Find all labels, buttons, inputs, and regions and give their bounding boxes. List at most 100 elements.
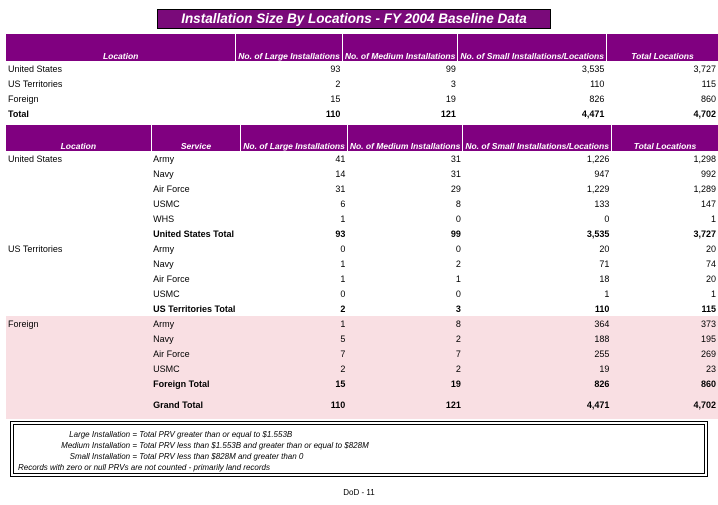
total-row: Total 110 121 4,471 4,702 — [6, 106, 718, 121]
medium-cell: 2 — [455, 258, 461, 269]
table-header-row: Location No. of Large Installations No. … — [6, 34, 718, 61]
medium-cell: 3 — [455, 303, 461, 314]
table-row: USMC 2 2 19 23 — [6, 361, 718, 376]
total-cell: 4,702 — [693, 108, 716, 119]
location-cell: Foreign — [6, 316, 152, 331]
service-cell: Air Force — [153, 273, 190, 284]
medium-cell: 3 — [450, 78, 456, 89]
small-cell: 110 — [590, 78, 605, 89]
large-cell: 93 — [335, 228, 346, 239]
small-cell: 0 — [604, 213, 610, 224]
total-cell: 1,289 — [693, 183, 716, 194]
total-cell: 992 — [700, 168, 716, 179]
large-cell: 41 — [335, 153, 346, 164]
legend-label: Small Installation = — [69, 452, 137, 461]
service-cell: Navy — [153, 168, 174, 179]
medium-cell: 121 — [347, 391, 463, 419]
large-cell: 110 — [240, 391, 348, 419]
location-cell: United States — [8, 63, 63, 74]
legend-text: Total PRV less than $828M and greater th… — [139, 452, 304, 461]
medium-cell: 19 — [445, 93, 456, 104]
service-cell: WHS — [153, 213, 175, 224]
small-cell: 3,535 — [586, 228, 610, 239]
small-cell: 18 — [599, 273, 610, 284]
large-cell: 0 — [340, 288, 346, 299]
location-cell: United States — [8, 153, 63, 164]
header-total: Total Locations — [605, 34, 718, 61]
small-cell: 188 — [462, 331, 612, 346]
medium-cell: 99 — [445, 63, 456, 74]
service-cell: Navy — [153, 258, 174, 269]
medium-cell: 31 — [450, 153, 461, 164]
small-cell: 20 — [599, 243, 610, 254]
small-cell: 133 — [594, 198, 610, 209]
total-cell: 20 — [705, 273, 716, 284]
large-cell: 7 — [240, 346, 348, 361]
total-cell: 373 — [611, 316, 718, 331]
total-cell: 3,727 — [693, 228, 716, 239]
subtotal-label: Foreign Total — [151, 376, 241, 391]
header-location: Location — [6, 34, 236, 61]
medium-cell: 0 — [455, 213, 461, 224]
service-cell: Air Force — [153, 183, 190, 194]
subtotal-row: US Territories Total 2 3 110 115 — [6, 301, 718, 316]
medium-cell: 1 — [455, 273, 461, 284]
large-cell: 110 — [325, 108, 341, 119]
header-service: Service — [150, 125, 241, 151]
large-cell: 0 — [340, 243, 346, 254]
table-row: Air Force 31 29 1,229 1,289 — [6, 181, 718, 196]
large-cell: 5 — [240, 331, 348, 346]
medium-cell: 8 — [347, 316, 463, 331]
large-cell: 2 — [240, 361, 348, 376]
small-cell: 3,535 — [581, 63, 605, 74]
large-cell: 1 — [340, 258, 346, 269]
table-row: Foreign Army 1 8 364 373 — [6, 316, 718, 331]
header-small: No. of Small Installations/Locations — [457, 34, 607, 61]
small-cell: 1,229 — [586, 183, 610, 194]
small-cell: 947 — [594, 168, 610, 179]
legend-row-small: Small Installation = Total PRV less than… — [14, 452, 304, 462]
table-row: US Territories 2 3 110 115 — [6, 76, 718, 91]
medium-cell: 99 — [450, 228, 461, 239]
large-cell: 14 — [335, 168, 346, 179]
medium-cell: 7 — [347, 346, 463, 361]
service-cell: Army — [151, 316, 241, 331]
large-cell: 93 — [330, 63, 341, 74]
legend-inner: Large Installation = Total PRV greater t… — [13, 424, 705, 474]
service-cell: Air Force — [151, 346, 241, 361]
legend-box: Large Installation = Total PRV greater t… — [10, 421, 708, 477]
subtotal-label: US Territories Total — [153, 303, 236, 314]
table-row: US Territories Army 0 0 20 20 — [6, 241, 718, 256]
subtotal-row: Foreign Total 15 19 826 860 — [6, 376, 718, 391]
small-cell: 4,471 — [581, 108, 605, 119]
total-cell: 3,727 — [693, 63, 716, 74]
service-cell: USMC — [151, 361, 241, 376]
total-label: Total — [8, 108, 29, 119]
table-header-row: Location Service No. of Large Installati… — [6, 125, 718, 151]
grand-total-row: Grand Total 110 121 4,471 4,702 — [6, 391, 718, 419]
location-cell: US Territories — [8, 78, 63, 89]
header-large: No. of Large Installations — [240, 125, 348, 151]
small-cell: 71 — [599, 258, 610, 269]
small-cell: 110 — [594, 303, 610, 314]
table-row: USMC 6 8 133 147 — [6, 196, 718, 211]
large-cell: 15 — [330, 93, 341, 104]
header-large: No. of Large Installations — [235, 34, 343, 61]
grand-total-label: Grand Total — [151, 391, 241, 419]
legend-row-medium: Medium Installation = Total PRV less tha… — [14, 441, 369, 451]
total-cell: 23 — [611, 361, 718, 376]
small-cell: 255 — [462, 346, 612, 361]
table-row: United States 93 99 3,535 3,727 — [6, 61, 718, 76]
total-cell: 115 — [701, 303, 716, 314]
page-footer: DoD - 11 — [343, 488, 375, 497]
total-cell: 1 — [710, 213, 716, 224]
total-cell: 147 — [700, 198, 716, 209]
table-row: Foreign 15 19 826 860 — [6, 91, 718, 106]
total-cell: 4,702 — [611, 391, 718, 419]
header-total: Total Locations — [610, 125, 718, 151]
subtotal-label: United States Total — [153, 228, 234, 239]
small-cell: 364 — [462, 316, 612, 331]
table-row: USMC 0 0 1 1 — [6, 286, 718, 301]
small-cell: 4,471 — [462, 391, 612, 419]
medium-cell: 31 — [450, 168, 461, 179]
